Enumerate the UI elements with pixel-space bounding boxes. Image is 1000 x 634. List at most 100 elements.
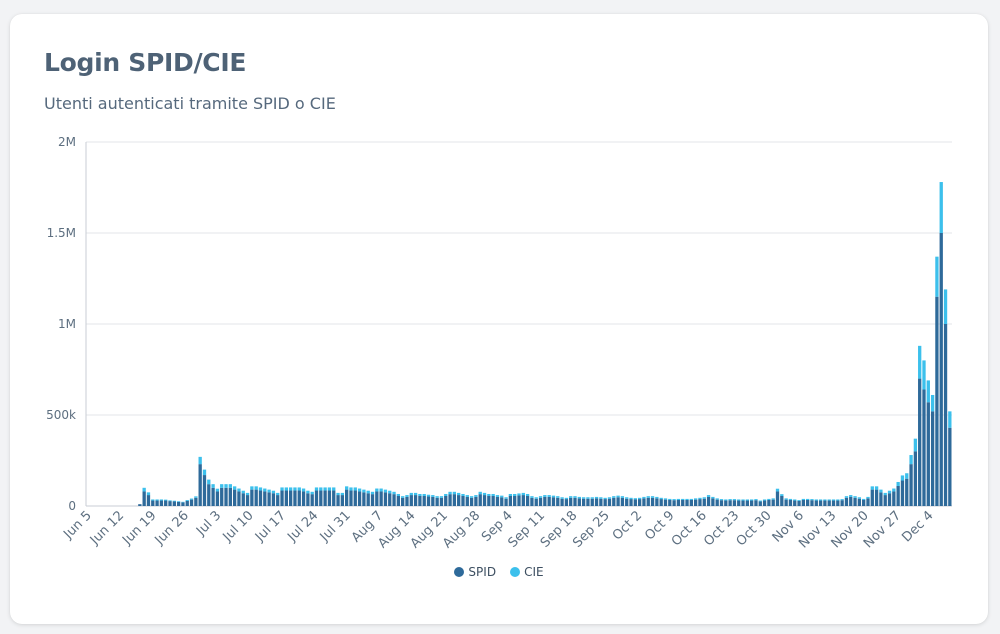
bar-spid: [215, 491, 220, 506]
bar-cie: [896, 481, 900, 486]
bar-cie: [741, 499, 745, 501]
bar-cie: [366, 490, 370, 494]
bar-cie: [301, 488, 306, 492]
bar-spid: [310, 494, 314, 506]
bar-spid: [487, 495, 491, 506]
bar-cie: [711, 496, 715, 499]
bar-cie: [452, 491, 457, 495]
bar-cie: [586, 497, 590, 499]
bar-spid: [465, 496, 469, 506]
bar-cie: [685, 498, 689, 500]
bar-spid: [418, 495, 422, 506]
bar-cie: [448, 491, 452, 495]
bar-cie: [918, 345, 922, 379]
bar-cie: [500, 495, 504, 498]
bar-cie: [913, 438, 918, 452]
bar-spid: [616, 497, 620, 506]
chart-subtitle: Utenti autenticati tramite SPID o CIE: [44, 94, 336, 113]
bar-cie: [702, 497, 706, 499]
bar-spid: [379, 491, 383, 506]
bar-spid: [806, 499, 810, 506]
bar-cie: [271, 490, 276, 494]
bar-spid: [689, 499, 693, 506]
bar-cie: [857, 497, 862, 499]
bar-spid: [370, 494, 375, 506]
bar-cie: [823, 499, 827, 501]
bar-spid: [745, 500, 750, 506]
bar-spid: [271, 493, 276, 506]
bar-spid: [607, 498, 612, 506]
bar-cie: [422, 493, 426, 496]
bar-cie: [517, 493, 521, 496]
bar-cie: [461, 493, 465, 496]
bar-spid: [176, 501, 181, 506]
bar-spid: [396, 495, 401, 506]
bar-cie: [478, 491, 482, 495]
bar-cie: [806, 498, 810, 500]
bar-cie: [220, 484, 224, 488]
bar-spid: [366, 493, 370, 506]
bar-cie: [564, 497, 569, 500]
bar-spid: [823, 500, 827, 506]
bar-spid: [698, 499, 702, 506]
bar-cie: [926, 380, 930, 403]
bar-cie: [732, 499, 737, 501]
bar-cie: [310, 491, 314, 495]
bar-cie: [211, 484, 215, 488]
bar-spid: [168, 501, 172, 506]
bar-spid: [788, 499, 793, 506]
legend-item-spid[interactable]: SPID: [454, 565, 496, 579]
bar-cie: [263, 488, 267, 492]
bar-spid: [513, 495, 517, 506]
bar-cie: [724, 499, 728, 501]
bar-spid: [732, 500, 737, 506]
bar-cie: [151, 499, 155, 501]
bar-spid: [142, 491, 146, 506]
bar-spid: [573, 497, 577, 506]
bar-cie: [693, 498, 698, 500]
bar-spid: [693, 499, 698, 506]
bar-spid: [241, 493, 245, 506]
bar-spid: [646, 497, 650, 506]
bar-cie: [715, 498, 719, 500]
bar-cie: [181, 501, 185, 503]
bar-cie: [922, 360, 926, 390]
bar-spid: [306, 493, 310, 506]
y-axis: 0 500k 1M 1.5M 2M: [46, 135, 87, 513]
bar-cie: [650, 496, 655, 498]
bar-spid: [293, 490, 297, 506]
bar-cie: [172, 500, 176, 502]
bar-cie: [767, 498, 771, 500]
bar-spid: [181, 502, 185, 506]
bar-spid: [185, 500, 189, 506]
bar-cie: [831, 499, 836, 501]
bar-spid: [706, 496, 711, 506]
bar-cie: [569, 496, 573, 498]
bar-spid: [853, 497, 857, 506]
bar-spid: [469, 497, 474, 506]
bar-cie: [504, 497, 508, 499]
bar-spid: [594, 498, 599, 506]
bar-cie: [551, 495, 556, 498]
bar-spid: [556, 497, 560, 506]
bar-cie: [482, 492, 487, 496]
bar-cie: [719, 499, 724, 501]
chart-card: Login SPID/CIE Utenti autenticati tramit…: [10, 14, 988, 624]
bar-cie: [620, 496, 625, 498]
bar-cie: [237, 488, 241, 492]
bar-cie: [487, 493, 491, 496]
bar-cie: [883, 492, 887, 496]
bar-spid: [676, 499, 681, 506]
bar-cie: [396, 493, 401, 496]
bar-cie: [332, 487, 336, 491]
legend-item-cie[interactable]: CIE: [510, 565, 544, 579]
bar-spid: [918, 378, 922, 506]
bar-spid: [327, 490, 332, 506]
bar-spid: [332, 490, 336, 506]
bar-series: [138, 182, 952, 506]
bar-spid: [491, 495, 495, 506]
bar-spid: [642, 498, 646, 506]
bar-spid: [905, 478, 909, 506]
bar-cie: [323, 487, 327, 491]
bar-spid: [349, 490, 353, 506]
